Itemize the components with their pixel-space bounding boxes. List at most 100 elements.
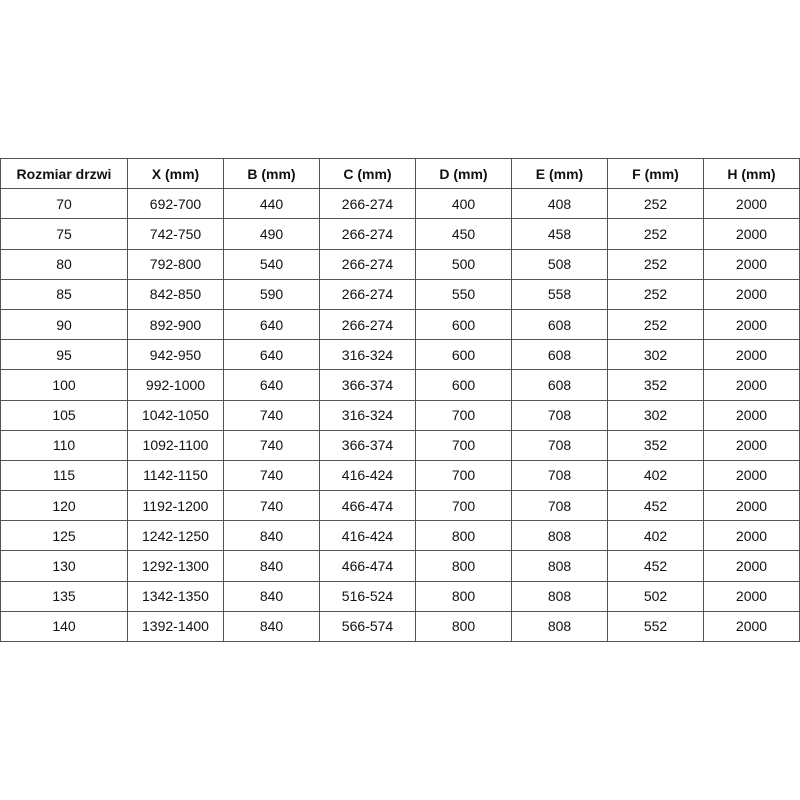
table-cell: 1092-1100 xyxy=(127,429,224,461)
table-cell: 408 xyxy=(511,188,608,220)
table-cell: 892-900 xyxy=(127,308,224,341)
table-cell: 740 xyxy=(223,459,320,492)
table-row: 80 792-800 540 266-274 500 508 252 2000 xyxy=(0,248,800,280)
table-cell: 708 xyxy=(511,459,608,492)
table-cell: 500 xyxy=(415,248,512,280)
table-cell: 316-324 xyxy=(319,399,416,431)
table-cell: 252 xyxy=(607,308,704,341)
table-cell: 600 xyxy=(415,369,512,401)
table-cell: 95 xyxy=(0,339,128,371)
table-cell: 700 xyxy=(415,459,512,492)
table-cell: 942-950 xyxy=(127,339,224,371)
table-row: 100 992-1000 640 366-374 600 608 352 2000 xyxy=(0,369,800,401)
table-cell: 2000 xyxy=(703,188,800,220)
table-cell: 552 xyxy=(607,610,704,643)
table-row: 135 1342-1350 840 516-524 800 808 502 2000 xyxy=(0,580,800,612)
table-cell: 302 xyxy=(607,399,704,431)
table-cell: 708 xyxy=(511,399,608,431)
table-cell: 252 xyxy=(607,248,704,280)
table-cell: 2000 xyxy=(703,459,800,492)
table-cell: 302 xyxy=(607,339,704,371)
table-cell: 316-324 xyxy=(319,339,416,371)
table-cell: 2000 xyxy=(703,429,800,461)
table-cell: 1042-1050 xyxy=(127,399,224,431)
table-cell: 2000 xyxy=(703,580,800,612)
table-cell: 840 xyxy=(223,610,320,643)
table-cell: 640 xyxy=(223,369,320,401)
table-cell: 840 xyxy=(223,580,320,612)
table-cell: 458 xyxy=(511,218,608,250)
table-row: 115 1142-1150 740 416-424 700 708 402 2000 xyxy=(0,459,800,492)
table-cell: 252 xyxy=(607,278,704,310)
table-cell: 466-474 xyxy=(319,550,416,582)
table-cell: 140 xyxy=(0,610,128,643)
table-cell: 600 xyxy=(415,339,512,371)
table-cell: 366-374 xyxy=(319,369,416,401)
table-cell: 1342-1350 xyxy=(127,580,224,612)
column-header: D (mm) xyxy=(415,157,512,190)
table-cell: 502 xyxy=(607,580,704,612)
table-cell: 508 xyxy=(511,248,608,280)
table-cell: 792-800 xyxy=(127,248,224,280)
table-row: 75 742-750 490 266-274 450 458 252 2000 xyxy=(0,218,800,250)
table-cell: 590 xyxy=(223,278,320,310)
table-cell: 75 xyxy=(0,218,128,250)
table-cell: 558 xyxy=(511,278,608,310)
table-cell: 740 xyxy=(223,490,320,522)
table-row: 120 1192-1200 740 466-474 700 708 452 2000 xyxy=(0,490,800,522)
table-cell: 440 xyxy=(223,188,320,220)
table-cell: 70 xyxy=(0,188,128,220)
table-cell: 2000 xyxy=(703,308,800,341)
table-cell: 2000 xyxy=(703,218,800,250)
table-cell: 125 xyxy=(0,520,128,552)
table-cell: 550 xyxy=(415,278,512,310)
table-row: 125 1242-1250 840 416-424 800 808 402 2000 xyxy=(0,520,800,552)
table-row: 85 842-850 590 266-274 550 558 252 2000 xyxy=(0,278,800,310)
table-row: 105 1042-1050 740 316-324 700 708 302 2000 xyxy=(0,399,800,431)
table-cell: 608 xyxy=(511,308,608,341)
table-cell: 452 xyxy=(607,550,704,582)
table-cell: 366-374 xyxy=(319,429,416,461)
table-row: 140 1392-1400 840 566-574 800 808 552 2000 xyxy=(0,610,800,643)
table-cell: 700 xyxy=(415,399,512,431)
table-cell: 466-474 xyxy=(319,490,416,522)
table-cell: 540 xyxy=(223,248,320,280)
table-cell: 708 xyxy=(511,429,608,461)
table-row: 110 1092-1100 740 366-374 700 708 352 2000 xyxy=(0,429,800,461)
table-cell: 800 xyxy=(415,550,512,582)
table-row: 95 942-950 640 316-324 600 608 302 2000 xyxy=(0,339,800,371)
column-header: Rozmiar drzwi xyxy=(0,157,128,190)
table-cell: 608 xyxy=(511,339,608,371)
table-cell: 2000 xyxy=(703,248,800,280)
table-cell: 700 xyxy=(415,490,512,522)
table-cell: 2000 xyxy=(703,369,800,401)
table-cell: 640 xyxy=(223,308,320,341)
table-cell: 1242-1250 xyxy=(127,520,224,552)
table-cell: 115 xyxy=(0,459,128,492)
table-cell: 416-424 xyxy=(319,459,416,492)
table-cell: 808 xyxy=(511,610,608,643)
table-cell: 842-850 xyxy=(127,278,224,310)
table-cell: 2000 xyxy=(703,339,800,371)
table-cell: 400 xyxy=(415,188,512,220)
table-cell: 85 xyxy=(0,278,128,310)
table-cell: 2000 xyxy=(703,490,800,522)
column-header: F (mm) xyxy=(607,157,704,190)
table-row: 70 692-700 440 266-274 400 408 252 2000 xyxy=(0,188,800,220)
table-cell: 252 xyxy=(607,188,704,220)
door-size-table: Rozmiar drzwi X (mm) B (mm) C (mm) D (mm) E (… xyxy=(0,157,800,643)
table-cell: 266-274 xyxy=(319,218,416,250)
table-cell: 402 xyxy=(607,459,704,492)
table-cell: 566-574 xyxy=(319,610,416,643)
table-cell: 100 xyxy=(0,369,128,401)
table-cell: 1192-1200 xyxy=(127,490,224,522)
table-row: 90 892-900 640 266-274 600 608 252 2000 xyxy=(0,308,800,341)
table-cell: 80 xyxy=(0,248,128,280)
table-cell: 742-750 xyxy=(127,218,224,250)
table-cell: 608 xyxy=(511,369,608,401)
table-cell: 740 xyxy=(223,429,320,461)
header-row: Rozmiar drzwi X (mm) B (mm) C (mm) D (mm) E (… xyxy=(0,157,800,190)
table-cell: 490 xyxy=(223,218,320,250)
table-cell: 402 xyxy=(607,520,704,552)
table-cell: 800 xyxy=(415,520,512,552)
